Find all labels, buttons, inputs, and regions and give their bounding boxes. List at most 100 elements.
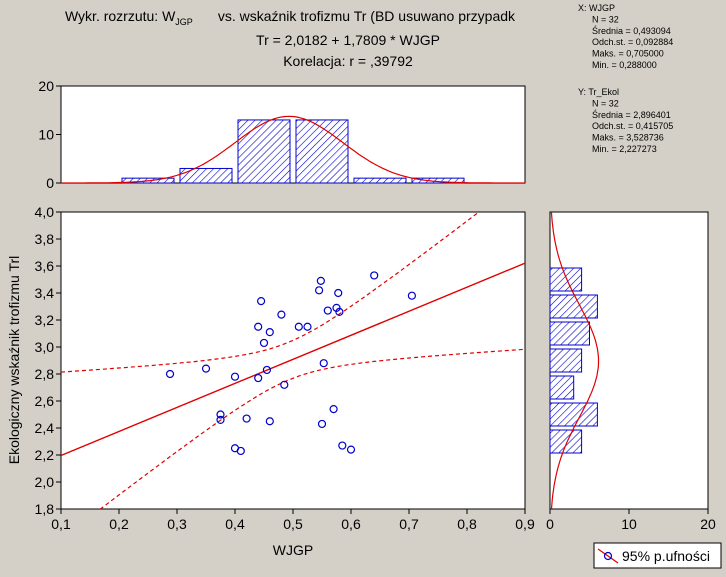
scatter-point (254, 373, 263, 383)
x-tick-label: 0,5 (283, 516, 303, 532)
right-x-tick-label: 0 (546, 516, 554, 532)
x-tick-label: 0,9 (515, 516, 535, 532)
right-x-tick-label: 20 (700, 516, 716, 532)
legend: 95% p.ufności (593, 542, 722, 569)
right-histogram-bar (549, 294, 598, 319)
scatter-point (319, 359, 328, 368)
top-histogram-plot-area (60, 85, 526, 184)
scatter-point (265, 328, 274, 337)
top-histogram-bar (295, 119, 349, 184)
scatter-point (277, 310, 286, 319)
legend-line-sample (597, 548, 619, 564)
regression-line (61, 262, 525, 457)
scatter-point (316, 276, 325, 285)
x-axis-label: WJGP (273, 542, 313, 558)
top-histogram: 0 10 20 (38, 78, 526, 191)
scatter-point (201, 364, 211, 373)
scatter-point (303, 322, 312, 331)
right-histogram: 0 10 20 (546, 211, 716, 532)
y-tick-label: 3,2 (35, 312, 55, 328)
x-tick-label: 0,2 (109, 516, 129, 532)
top-y-tick-label: 0 (46, 175, 54, 191)
scatter-point (370, 271, 379, 280)
scatter-point (165, 369, 175, 379)
stats-line: Odch.st. = 0,092884 (592, 37, 673, 47)
y-tick-label: 4,0 (35, 204, 55, 220)
stats-line: N = 32 (592, 14, 619, 24)
stats-line: Odch.st. = 0,415705 (592, 121, 673, 131)
stats-line: Maks. = 0,705000 (592, 49, 664, 59)
scatter-point (216, 410, 225, 419)
y-tick-label: 3,4 (35, 285, 55, 301)
right-histogram-bar (549, 375, 575, 400)
top-histogram-bar (411, 177, 465, 184)
y-tick-label: 3,6 (35, 258, 55, 274)
legend-point-sample (603, 551, 613, 561)
right-histogram-normal-curve (550, 212, 600, 509)
right-histogram-bar (549, 267, 583, 292)
top-histogram-bar (179, 167, 233, 184)
x-tick-label: 0,1 (51, 516, 71, 532)
scatter-point (317, 419, 327, 429)
top-histogram-bar (353, 177, 407, 184)
scatter-point (216, 415, 225, 424)
y-tick-label: 2,0 (35, 474, 55, 490)
y-tick-label: 2,2 (35, 447, 55, 463)
stats-line: Maks. = 3,528736 (592, 133, 664, 143)
y-tick-label: 3,8 (35, 231, 55, 247)
scatter-point (230, 372, 240, 381)
scatter-point (259, 338, 269, 348)
chart-title-line1: Wykr. rozrzutu: WJGP vs. wskaźnik trofizm… (65, 8, 516, 27)
stats-line: Średnia = 2,896401 (592, 109, 671, 120)
scatter-point (407, 291, 416, 300)
stats-line: X: WJGP (578, 3, 615, 13)
right-histogram-bar (549, 348, 583, 373)
right-histogram-bar (549, 429, 583, 454)
x-tick-label: 0,3 (167, 516, 187, 532)
top-y-tick-label: 10 (38, 127, 54, 143)
right-x-tick-label: 10 (621, 516, 637, 532)
scatter-point (294, 322, 303, 331)
y-tick-label: 2,8 (35, 366, 55, 382)
x-tick-label: 0,4 (225, 516, 245, 532)
stats-line: Y: Tr_Ekol (578, 87, 619, 97)
scatter-point (262, 365, 271, 375)
scatter-point (335, 307, 344, 316)
stats-line: Średnia = 0,493094 (592, 25, 671, 36)
x-tick-label: 0,6 (341, 516, 361, 532)
stats-line: Min. = 2,227273 (592, 144, 657, 154)
stats-line: Min. = 0,288000 (592, 60, 657, 70)
stats-line: N = 32 (592, 98, 619, 108)
y-tick-label: 1,8 (35, 501, 55, 517)
y-tick-label: 2,6 (35, 393, 55, 409)
x-tick-label: 0,8 (457, 516, 477, 532)
scatter-point (334, 288, 343, 298)
confidence-band-upper (61, 212, 480, 373)
scatter-point (346, 445, 356, 454)
scatter-point (236, 446, 245, 456)
scatter-point (338, 441, 347, 450)
scatter-point (323, 306, 332, 315)
scatter-plot-area (60, 211, 526, 510)
x-tick-label: 0,7 (399, 516, 419, 532)
scatter-panel: 0,1 0,2 0,3 0,4 0,5 0,6 0,7 0,8 0,9 1,8 2,0 2,2 2,4 2… (6, 204, 535, 558)
scatter-point (265, 417, 274, 426)
scatter-point (329, 405, 338, 414)
right-histogram-bar (549, 402, 598, 427)
chart-title-correlation: Korelacja: r = ,39792 (283, 53, 413, 69)
scatter-point (257, 297, 266, 306)
y-axis-label: Ekologiczny wskaźnik trofizmu Trl (6, 256, 22, 465)
legend-label: 95% p.ufności (622, 548, 710, 564)
y-tick-label: 3,0 (35, 339, 55, 355)
top-y-tick-label: 20 (38, 78, 54, 94)
top-histogram-normal-curve (61, 115, 525, 183)
scatter-point (254, 322, 263, 331)
scatter-point (242, 414, 251, 423)
chart-title-equation: Tr = 2,0182 + 1,7809 * WJGP (256, 32, 440, 48)
confidence-band-lower (99, 348, 525, 509)
legend-box (593, 542, 722, 569)
top-histogram-bar (237, 119, 291, 184)
